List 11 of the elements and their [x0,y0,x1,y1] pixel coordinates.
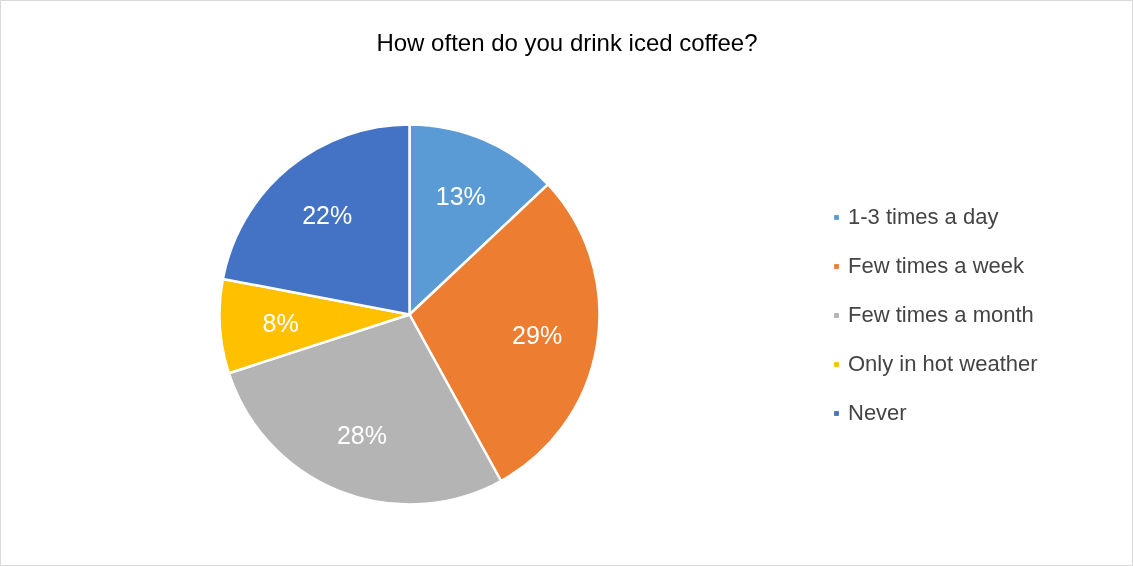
legend-label: Only in hot weather [848,350,1038,378]
legend-label: Few times a month [848,301,1034,329]
chart-title: How often do you drink iced coffee? [376,29,758,56]
data-label: 29% [512,320,563,349]
data-label: 13% [435,181,486,210]
data-label: 28% [336,420,387,449]
legend-label: Few times a week [848,252,1025,280]
legend-label: Never [848,399,907,427]
legend-label: 1-3 times a day [848,203,999,231]
data-label: 22% [302,200,353,229]
data-label: 8% [262,308,299,337]
